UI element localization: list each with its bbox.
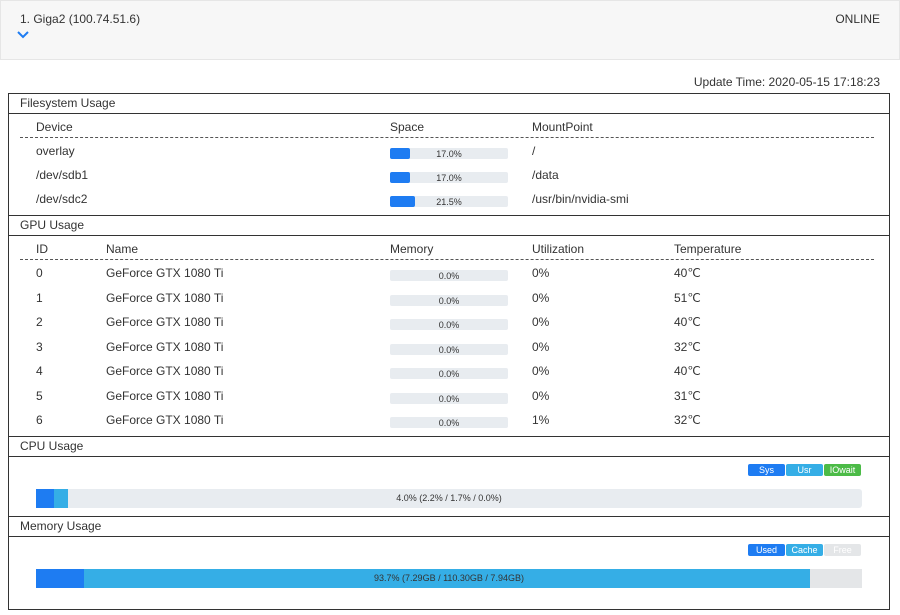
usage-label: 93.7% (7.29GB / 110.30GB / 7.94GB)	[374, 573, 524, 583]
progress-label: 0.0%	[438, 393, 460, 404]
progress-label: 0.0%	[438, 344, 460, 355]
section-title: CPU Usage	[20, 439, 84, 453]
column-header: Name	[106, 242, 139, 256]
mount-point: /data	[532, 168, 559, 182]
usage-segment	[36, 489, 55, 508]
server-status: ONLINE	[835, 12, 880, 26]
usage-segment	[83, 569, 810, 588]
legend-item: Sys	[748, 464, 785, 476]
device: /dev/sdc2	[36, 192, 88, 206]
temperature: 40℃	[674, 315, 701, 329]
temperature: 31℃	[674, 388, 701, 403]
mount-point: /	[532, 144, 536, 158]
usage-label: 4.0% (2.2% / 1.7% / 0.0%)	[396, 493, 502, 503]
gpu-name: GeForce GTX 1080 Ti	[106, 364, 224, 378]
gpu-name: GeForce GTX 1080 Ti	[106, 290, 224, 305]
gpu-name: GeForce GTX 1080 Ti	[106, 315, 224, 329]
utilization: 0%	[532, 266, 550, 280]
progress-track	[390, 172, 508, 183]
header-divider	[20, 137, 874, 138]
section-title: Filesystem Usage	[20, 96, 116, 110]
gpu-id: 1	[36, 290, 43, 305]
gpu-id: 5	[36, 388, 43, 403]
header-divider	[20, 259, 874, 260]
utilization: 1%	[532, 413, 550, 427]
divider	[9, 436, 889, 437]
temperature: 32℃	[674, 339, 701, 354]
progress-label: 0.0%	[438, 320, 460, 330]
column-header: MountPoint	[532, 120, 593, 134]
gpu-name: GeForce GTX 1080 Ti	[106, 413, 224, 427]
utilization: 0%	[532, 290, 550, 305]
gpu-id: 2	[36, 315, 43, 329]
progress-track	[390, 270, 508, 281]
progress-label: 0.0%	[438, 418, 460, 428]
progress-fill	[390, 172, 411, 183]
mount-point: /usr/bin/nvidia-smi	[532, 192, 629, 206]
gpu-id: 0	[36, 266, 43, 280]
gpu-id: 3	[36, 339, 43, 354]
gpu-id: 4	[36, 364, 43, 378]
progress-track	[390, 368, 508, 379]
legend-item: Cache	[786, 544, 823, 556]
device: overlay	[36, 144, 75, 158]
temperature: 40℃	[674, 364, 701, 378]
progress-track	[390, 319, 508, 330]
server-title: 1. Giga2 (100.74.51.6)	[20, 12, 141, 26]
temperature: 40℃	[674, 266, 701, 280]
panel-header[interactable]	[0, 0, 900, 60]
usage-segment	[54, 489, 69, 508]
legend-item: Used	[748, 544, 785, 556]
column-header: Device	[36, 120, 73, 134]
utilization: 0%	[532, 339, 550, 354]
update-time: Update Time: 2020-05-15 17:18:23	[693, 75, 880, 89]
section-title: GPU Usage	[20, 218, 85, 232]
expand-chevron[interactable]	[16, 30, 30, 40]
column-header: ID	[36, 242, 48, 256]
progress-label: 0.0%	[438, 271, 460, 281]
progress-label: 17.0%	[436, 173, 462, 183]
divider	[9, 536, 889, 537]
divider	[9, 235, 889, 236]
column-header: Temperature	[674, 242, 742, 256]
usage-segment	[36, 569, 84, 588]
gpu-name: GeForce GTX 1080 Ti	[106, 266, 224, 280]
progress-label: 21.5%	[436, 197, 462, 207]
progress-track	[390, 148, 508, 159]
progress-label: 17.0%	[436, 149, 462, 159]
divider	[9, 93, 889, 94]
progress-label: 0.0%	[438, 295, 460, 306]
progress-label: 0.0%	[438, 369, 460, 379]
utilization: 0%	[532, 315, 550, 329]
usage-segment	[809, 569, 862, 588]
legend-item: Free	[824, 544, 861, 556]
progress-fill	[390, 148, 411, 159]
gpu-id: 6	[36, 413, 43, 427]
progress-track	[390, 417, 508, 428]
section-title: Memory Usage	[20, 519, 102, 533]
device: /dev/sdb1	[36, 168, 89, 182]
column-header: Space	[390, 120, 425, 134]
progress-track	[390, 343, 508, 355]
utilization: 0%	[532, 364, 550, 378]
progress-track	[390, 196, 508, 207]
progress-track	[390, 392, 508, 404]
column-header: Memory	[390, 242, 434, 256]
progress-fill	[390, 196, 416, 207]
legend-item: IOwait	[824, 464, 861, 476]
usage-track	[36, 489, 862, 508]
column-header: Utilization	[532, 242, 585, 256]
progress-track	[390, 294, 508, 306]
utilization: 0%	[532, 388, 550, 403]
divider	[9, 516, 889, 517]
legend-item: Usr	[786, 464, 823, 476]
temperature: 51℃	[674, 290, 701, 305]
divider	[9, 215, 889, 216]
divider	[9, 113, 889, 114]
gpu-name: GeForce GTX 1080 Ti	[106, 339, 224, 354]
gpu-name: GeForce GTX 1080 Ti	[106, 388, 224, 403]
temperature: 32℃	[674, 413, 701, 427]
divider	[9, 456, 889, 457]
